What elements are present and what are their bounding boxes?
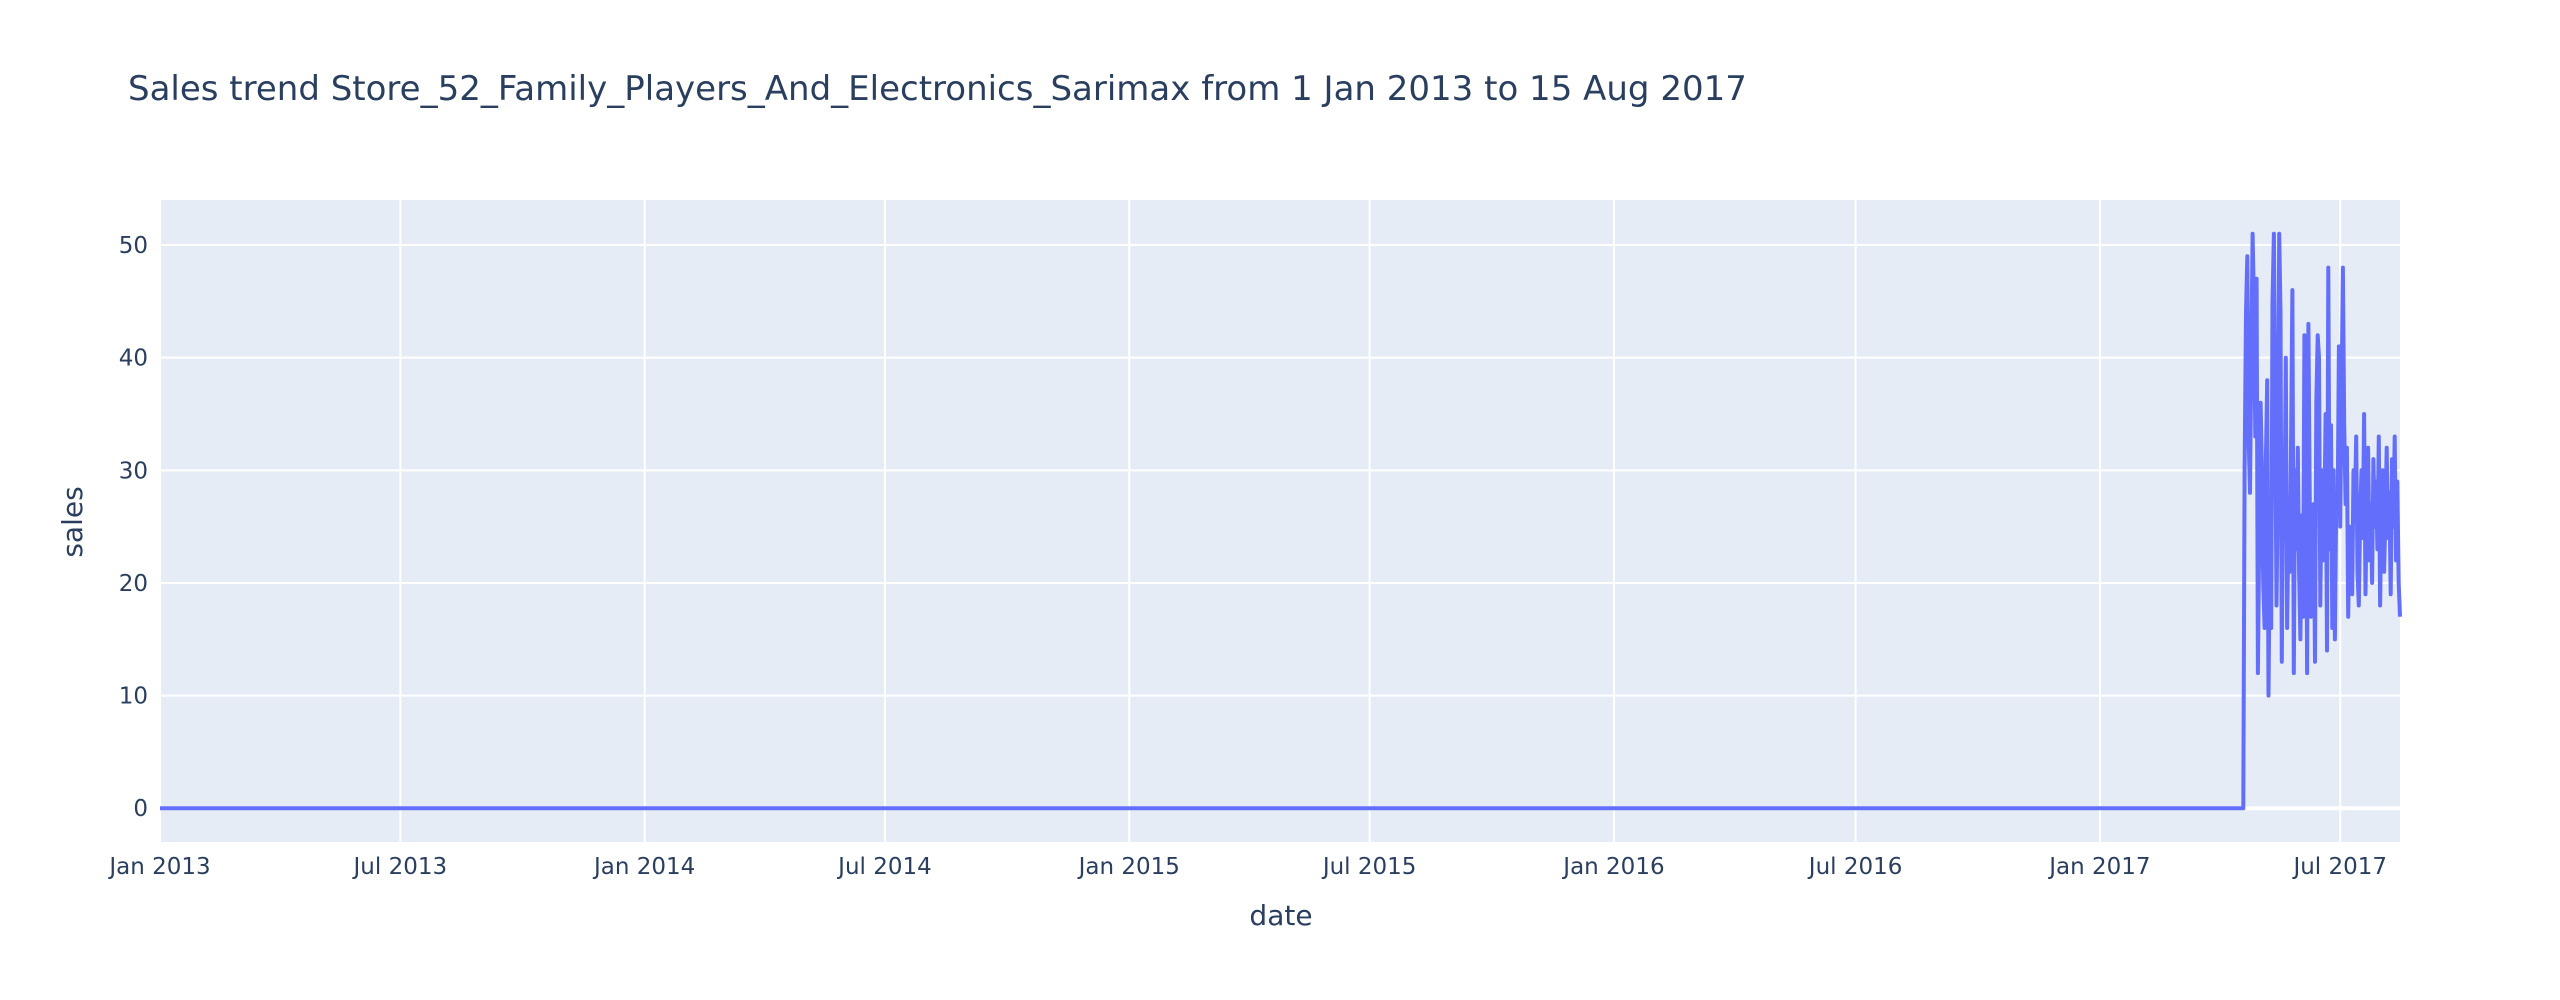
x-axis-title: date: [1249, 899, 1312, 932]
series-layer: [160, 231, 2402, 811]
y-tick-label: 10: [119, 684, 148, 710]
x-tick-label: Jan 2016: [1561, 854, 1664, 880]
y-tick-label: 50: [119, 233, 148, 259]
x-tick-label: Jan 2015: [1077, 854, 1180, 880]
x-tick-label: Jul 2013: [352, 854, 448, 880]
x-tick-label: Jul 2017: [2291, 854, 2387, 880]
tick-labels: Jan 2013 Jul 2013 Jan 2014 Jul 2014 Jan 2015…: [107, 233, 2387, 880]
x-tick-label: Jan 2017: [2047, 854, 2150, 880]
x-tick-label: Jan 2014: [592, 854, 695, 880]
y-tick-label: 30: [119, 458, 148, 484]
y-axis-title: sales: [56, 486, 89, 557]
y-tick-label: 0: [133, 796, 148, 822]
plot-area: [160, 200, 2400, 842]
x-tick-label: Jul 2016: [1807, 854, 1903, 880]
y-tick-label: 40: [119, 346, 148, 372]
y-tick-label: 20: [119, 571, 148, 597]
sales-series-line: [160, 231, 2402, 811]
x-tick-label: Jan 2013: [107, 854, 210, 880]
chart-title: Sales trend Store_52_Family_Players_And_…: [128, 69, 1747, 109]
x-tick-label: Jul 2015: [1321, 854, 1417, 880]
x-tick-label: Jul 2014: [836, 854, 932, 880]
